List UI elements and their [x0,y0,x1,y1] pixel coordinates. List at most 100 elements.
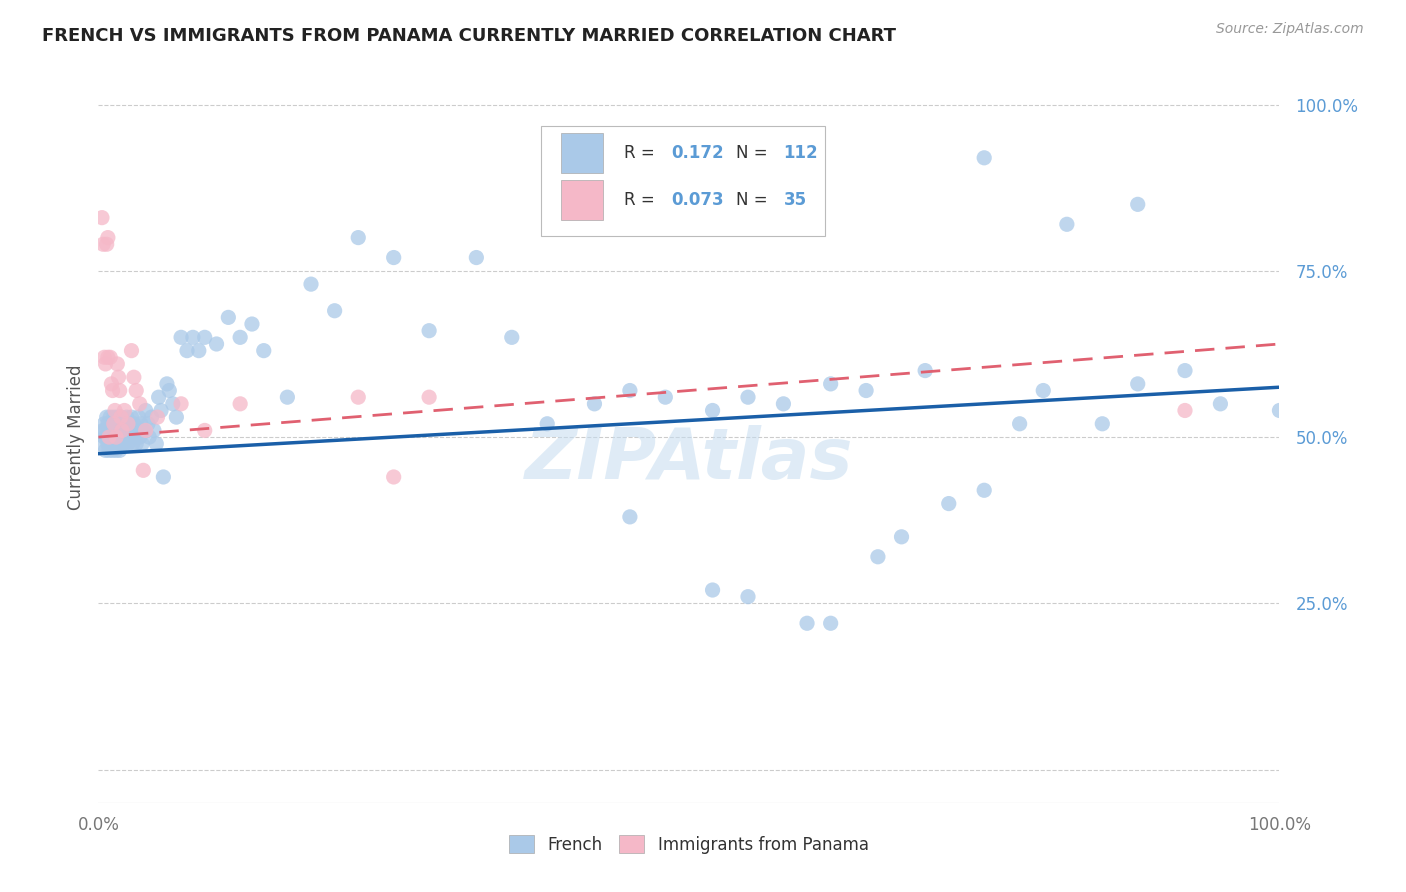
Point [98,351,121,365]
Point [93,417,115,431]
Point [98,410,121,425]
Point [91,211,114,225]
Point [100,417,122,431]
Text: N =: N = [737,144,773,161]
Point [162,397,184,411]
Point [146,410,169,425]
Point [194,424,217,438]
Point [91,436,114,450]
Point [125,436,148,450]
Point [181,330,204,344]
Text: R =: R = [624,144,659,161]
Point [347,390,370,404]
Point [323,303,346,318]
Point [120,424,142,438]
Point [465,251,488,265]
Point [94,424,117,438]
Point [772,397,794,411]
Point [217,310,239,325]
Point [973,483,995,498]
Point [124,430,146,444]
Point [91,424,114,438]
Point [112,436,135,450]
Point [1209,397,1232,411]
Point [382,251,405,265]
Point [148,390,170,404]
Point [938,497,960,511]
Point [105,357,128,371]
Point [737,390,759,404]
Point [110,410,132,425]
Point [128,397,150,411]
Point [103,417,125,431]
Point [121,436,143,450]
Point [104,403,127,417]
Point [125,384,148,398]
Point [96,237,118,252]
Point [890,530,912,544]
Point [107,417,129,431]
Point [194,330,217,344]
Point [176,343,198,358]
Point [111,424,134,438]
Point [142,424,165,438]
Point [97,417,120,431]
Point [418,324,440,338]
Point [101,443,124,458]
Point [229,397,252,411]
Point [866,549,889,564]
Text: R =: R = [624,191,659,209]
Point [103,410,125,425]
Point [382,470,405,484]
Point [98,430,121,444]
Point [135,403,157,417]
Point [156,376,179,391]
Point [108,424,131,438]
Point [112,403,135,417]
Point [1091,417,1114,431]
Point [114,430,136,444]
Legend: French, Immigrants from Panama: French, Immigrants from Panama [502,829,876,860]
Point [96,410,118,425]
Point [101,424,124,438]
Point [820,376,842,391]
Point [91,237,114,252]
Text: FRENCH VS IMMIGRANTS FROM PANAMA CURRENTLY MARRIED CORRELATION CHART: FRENCH VS IMMIGRANTS FROM PANAMA CURRENT… [42,27,896,45]
Point [103,430,125,444]
Point [105,443,128,458]
Point [112,417,135,431]
Point [105,430,128,444]
Point [1126,376,1149,391]
Point [122,370,145,384]
Point [737,590,759,604]
Point [205,337,228,351]
Point [105,410,128,425]
Point [104,436,127,450]
Point [104,417,127,431]
Point [1268,403,1291,417]
Text: Source: ZipAtlas.com: Source: ZipAtlas.com [1216,22,1364,37]
Point [132,463,155,477]
Point [118,430,141,444]
Text: 112: 112 [783,144,818,161]
Point [100,376,122,391]
Point [619,384,641,398]
Point [152,470,174,484]
Point [97,230,120,244]
Point [536,417,558,431]
Point [132,424,155,438]
Point [654,390,676,404]
Point [253,343,276,358]
Point [240,317,263,331]
Point [93,351,115,365]
Point [583,397,606,411]
Point [101,384,124,398]
Point [150,403,173,417]
Point [93,430,115,444]
Point [96,430,118,444]
Point [128,430,150,444]
Point [97,436,120,450]
Point [110,410,132,425]
Point [117,417,139,431]
Text: ZIPAtlas: ZIPAtlas [524,425,853,493]
